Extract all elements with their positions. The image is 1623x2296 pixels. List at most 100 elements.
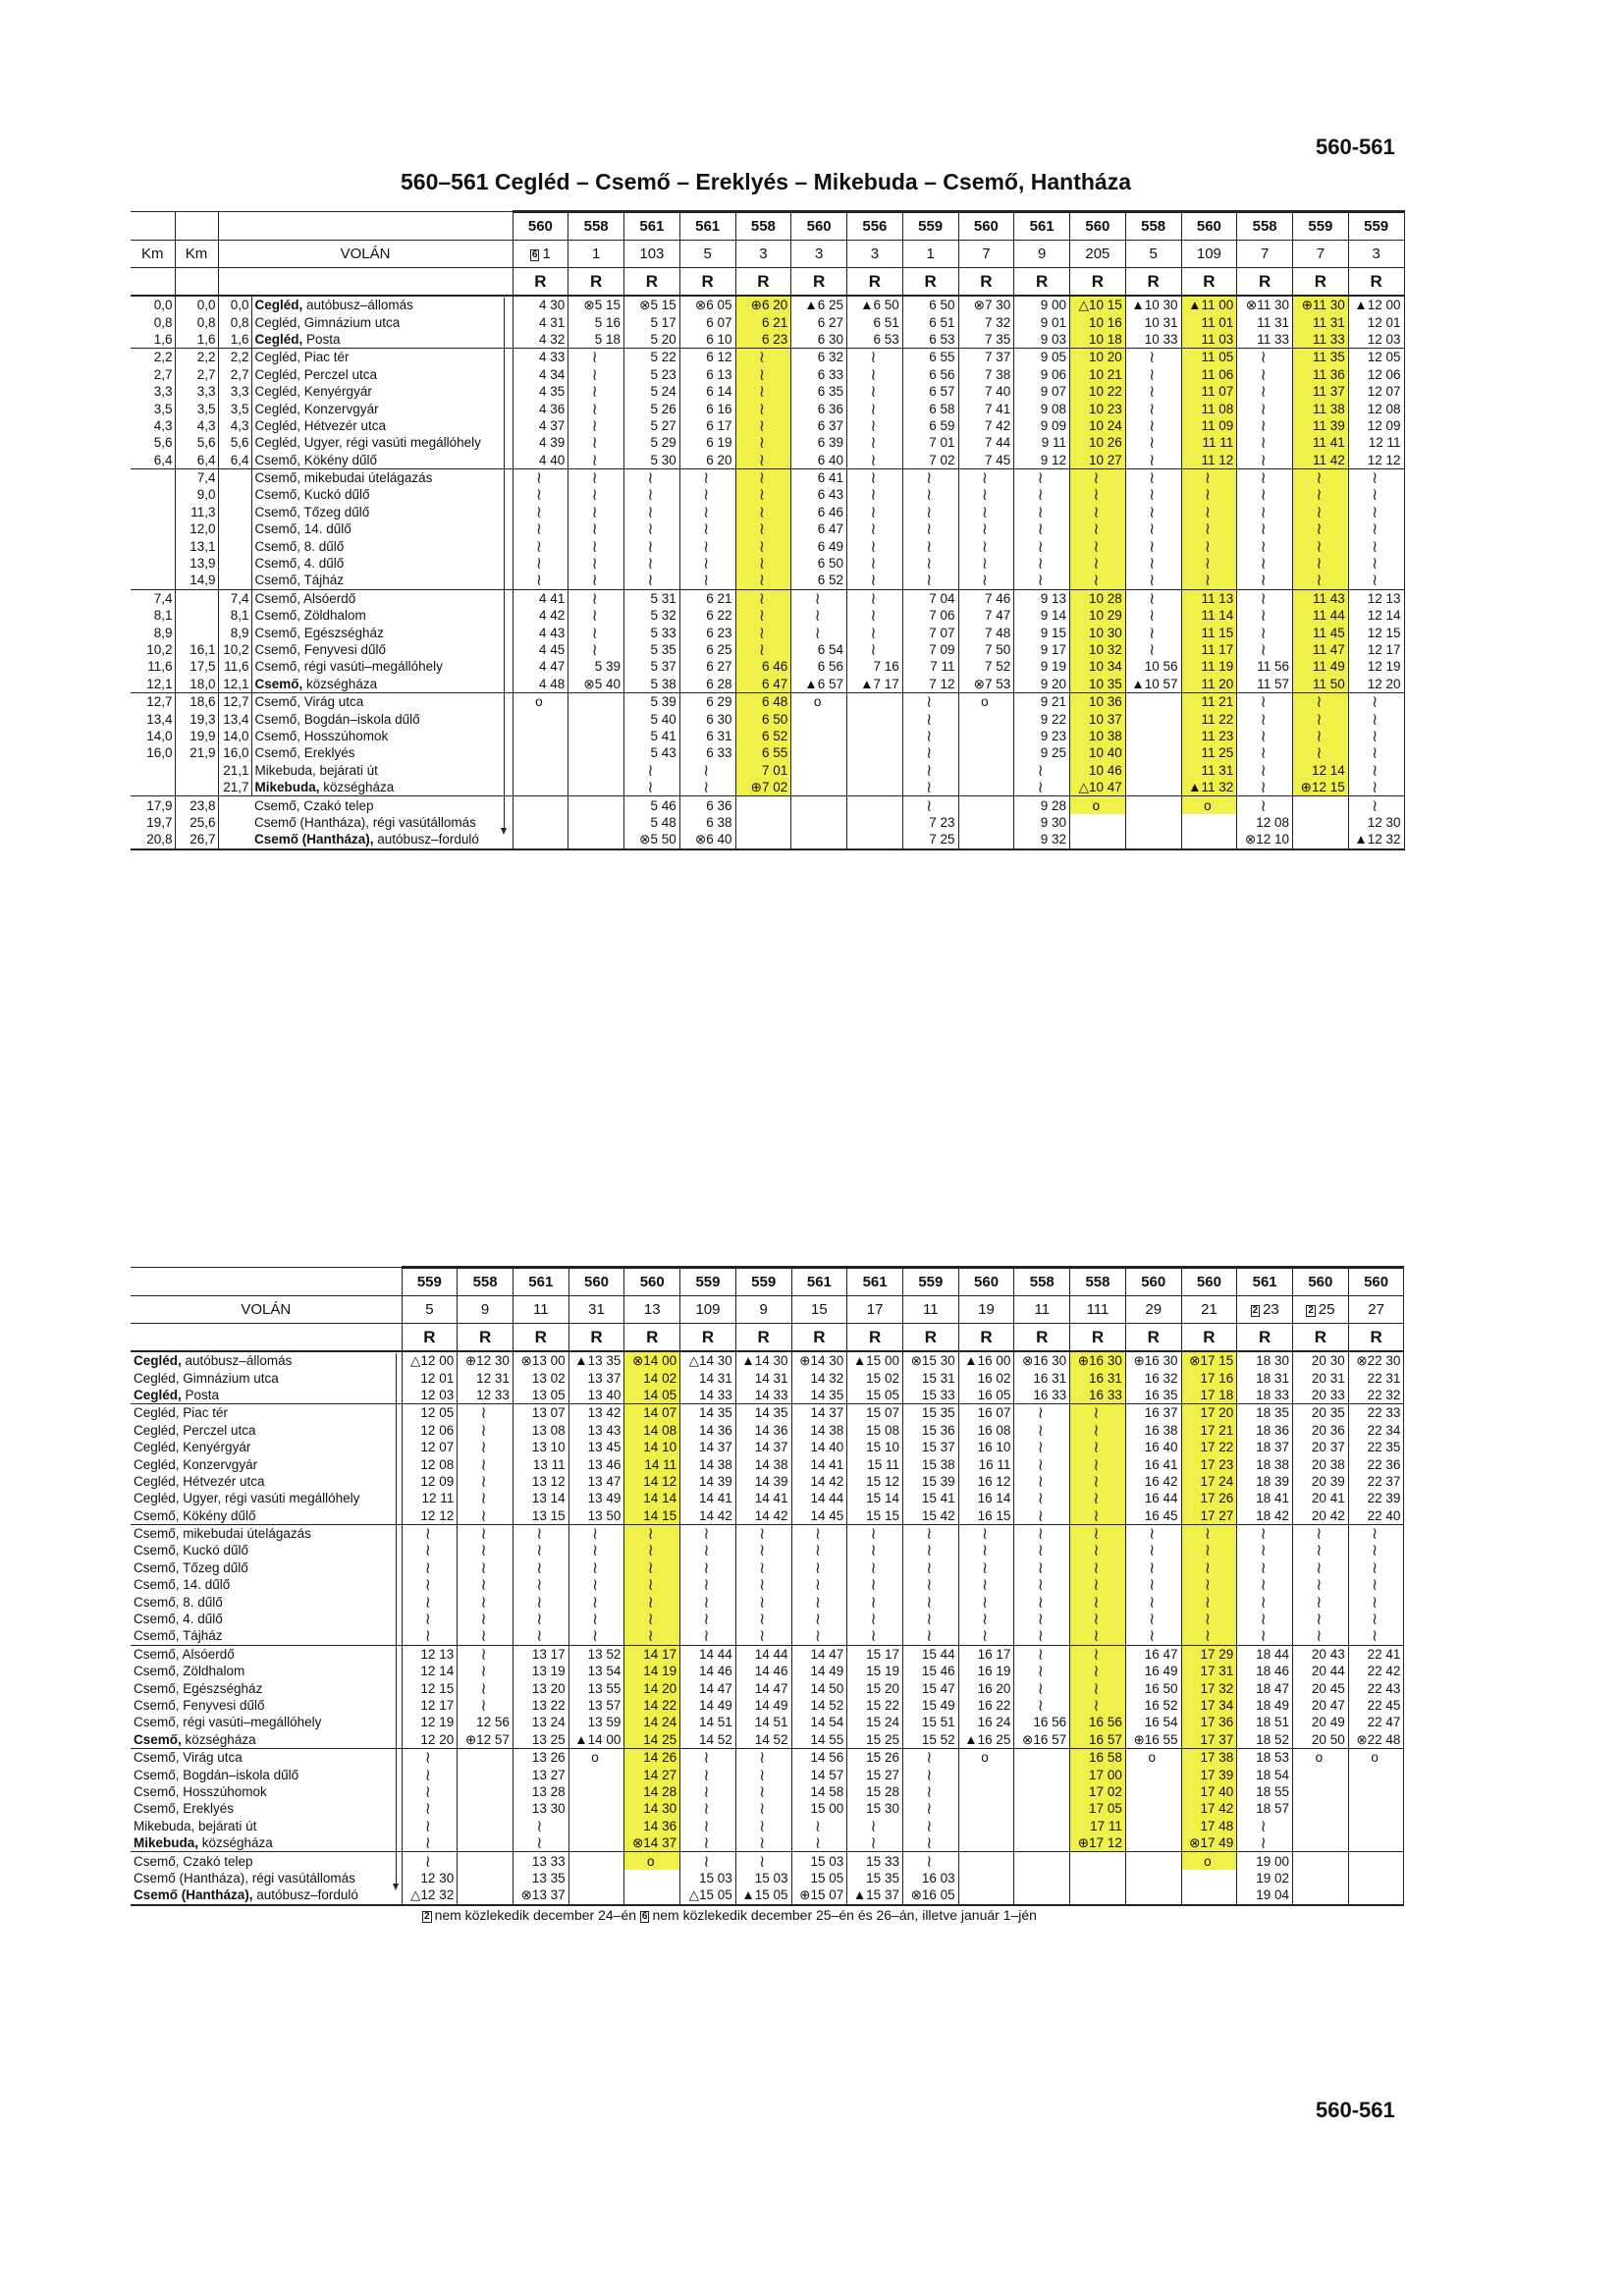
pass-through-mark: ≀ [512, 537, 569, 555]
trip-number: 3 [734, 240, 792, 268]
departure-time: 13 28 [512, 1782, 569, 1801]
pass-through-mark: ≀ [846, 588, 903, 608]
km-value: 0,0 [175, 296, 219, 314]
pass-through-mark: ≀ [957, 1627, 1015, 1646]
station-name-bold: Cegléd, [254, 298, 303, 313]
departure-time: 7 46 [957, 588, 1015, 608]
pass-through-mark: ≀ [1013, 520, 1070, 538]
departure-time: 13 49 [568, 1490, 625, 1507]
departure-time [457, 1782, 514, 1801]
departure-time: 12 01 [1347, 313, 1405, 331]
departure-time: 13 17 [512, 1644, 569, 1664]
departure-time: ⊕16 30 [1069, 1351, 1126, 1370]
departure-time: 9 22 [1013, 710, 1070, 728]
station-row: 19,7 25,6 Csemő (Hantháza), régi vasútállo… [131, 813, 1405, 832]
pass-through-mark: ≀ [734, 624, 792, 641]
pass-through-mark: ≀ [1180, 1558, 1238, 1577]
departure-time: 7 45 [957, 451, 1015, 469]
footnote-mark: 2 [422, 1911, 432, 1923]
departure-time [957, 744, 1015, 762]
departure-time: 5 38 [623, 675, 680, 693]
departure-time: 6 38 [678, 813, 736, 832]
station-name-rest: Csemő, Virág utca [254, 694, 364, 710]
km-value [218, 554, 252, 573]
pass-through-mark: ≀ [1292, 1610, 1349, 1628]
departure-time: 6 13 [678, 365, 736, 383]
pass-through-mark: ≀ [568, 503, 624, 521]
departure-time: 12 11 [401, 1490, 459, 1507]
departure-time: 18 47 [1236, 1679, 1293, 1697]
station-name: Cegléd, Posta [131, 1387, 402, 1404]
pass-through-mark: ≀ [1236, 486, 1293, 504]
trip-number-value: 27 [1368, 1301, 1384, 1318]
pass-through-mark: ≀ [734, 1800, 792, 1818]
pass-through-mark: ≀ [678, 572, 736, 590]
departure-time [512, 710, 569, 728]
trip-number-value: 11 [1034, 1301, 1051, 1318]
trip-type: R [1124, 1323, 1182, 1352]
station-name-rest: Cegléd, Kenyérgyár [134, 1440, 251, 1455]
departure-time: ⊗6 05 [678, 296, 736, 314]
pass-through-mark: ≀ [734, 1747, 792, 1767]
pass-through-mark: ≀ [1069, 1644, 1126, 1664]
pass-through-mark: ≀ [678, 554, 736, 573]
departure-time: 12 19 [401, 1714, 459, 1731]
departure-time [1069, 1886, 1126, 1906]
departure-time: 7 01 [734, 761, 792, 779]
departure-time: 10 30 [1069, 624, 1126, 641]
departure-time: 18 44 [1236, 1644, 1293, 1664]
departure-time [957, 1817, 1015, 1834]
pass-through-mark: ≀ [457, 1679, 514, 1697]
departure-time [846, 710, 903, 728]
route-number: 558 [734, 210, 792, 241]
departure-time: 11 06 [1180, 365, 1238, 383]
departure-time: ▲16 00 [957, 1351, 1015, 1370]
departure-time [790, 710, 847, 728]
km-value [131, 537, 176, 555]
station-name-bold: Cegléd, [134, 1387, 182, 1402]
departure-time: 20 49 [1292, 1714, 1349, 1731]
pass-through-mark: ≀ [401, 1576, 459, 1594]
departure-time: 14 35 [790, 1386, 848, 1404]
departure-time: ⊗16 30 [1013, 1351, 1071, 1370]
departure-time: 6 27 [790, 313, 847, 331]
departure-time: 12 05 [401, 1403, 459, 1422]
station-name-rest: autóbusz–forduló [373, 832, 479, 847]
pass-through-mark: ≀ [901, 710, 959, 728]
pass-through-mark: ≀ [678, 467, 736, 487]
departure-time: 18 37 [1236, 1438, 1293, 1456]
pass-through-mark: ≀ [846, 1558, 903, 1577]
departure-time: 10 46 [1069, 761, 1126, 779]
pass-through-mark: ≀ [457, 1421, 514, 1439]
pass-through-mark: ≀ [1013, 778, 1070, 796]
pass-through-mark: ≀ [1236, 778, 1293, 796]
station-row: 0,0 0,0 0,0 Cegléd, autóbusz–állomás 4 30 ⊗5 … [131, 296, 1405, 314]
departure-time: 14 51 [734, 1714, 792, 1731]
station-name-bold: Cegléd, [254, 331, 303, 347]
station-name-rest: Csemő, Kuckó dűlő [134, 1543, 249, 1558]
pass-through-mark: ≀ [679, 1747, 736, 1767]
departure-time: 11 57 [1236, 675, 1293, 693]
departure-time: 18 54 [1236, 1766, 1293, 1783]
departure-time: 7 12 [901, 675, 959, 693]
route-number: 561 [1236, 1266, 1293, 1296]
departure-time: 11 08 [1180, 400, 1238, 417]
departure-time: 12 03 [1347, 330, 1405, 349]
departure-time [734, 831, 792, 850]
station-name: Csemő, régi vasúti–megállóhely [131, 1714, 402, 1730]
departure-time: 17 26 [1180, 1490, 1238, 1507]
departure-time [1124, 795, 1182, 814]
pass-through-mark: ≀ [901, 1833, 959, 1852]
km-value [218, 814, 251, 831]
departure-time: 14 45 [790, 1506, 848, 1525]
pass-through-mark: ≀ [1236, 1523, 1293, 1543]
km-value: 25,6 [175, 813, 219, 832]
departure-time: 9 01 [1013, 313, 1070, 331]
route-number: 560 [623, 1266, 681, 1296]
trip-type: R [457, 1323, 514, 1352]
pass-through-mark: ≀ [1124, 382, 1182, 401]
station-name-rest: Csemő, Tájház [134, 1628, 223, 1644]
pass-through-mark: ≀ [1347, 572, 1405, 590]
km-value [131, 778, 176, 796]
route-number: 561 [790, 1266, 848, 1296]
